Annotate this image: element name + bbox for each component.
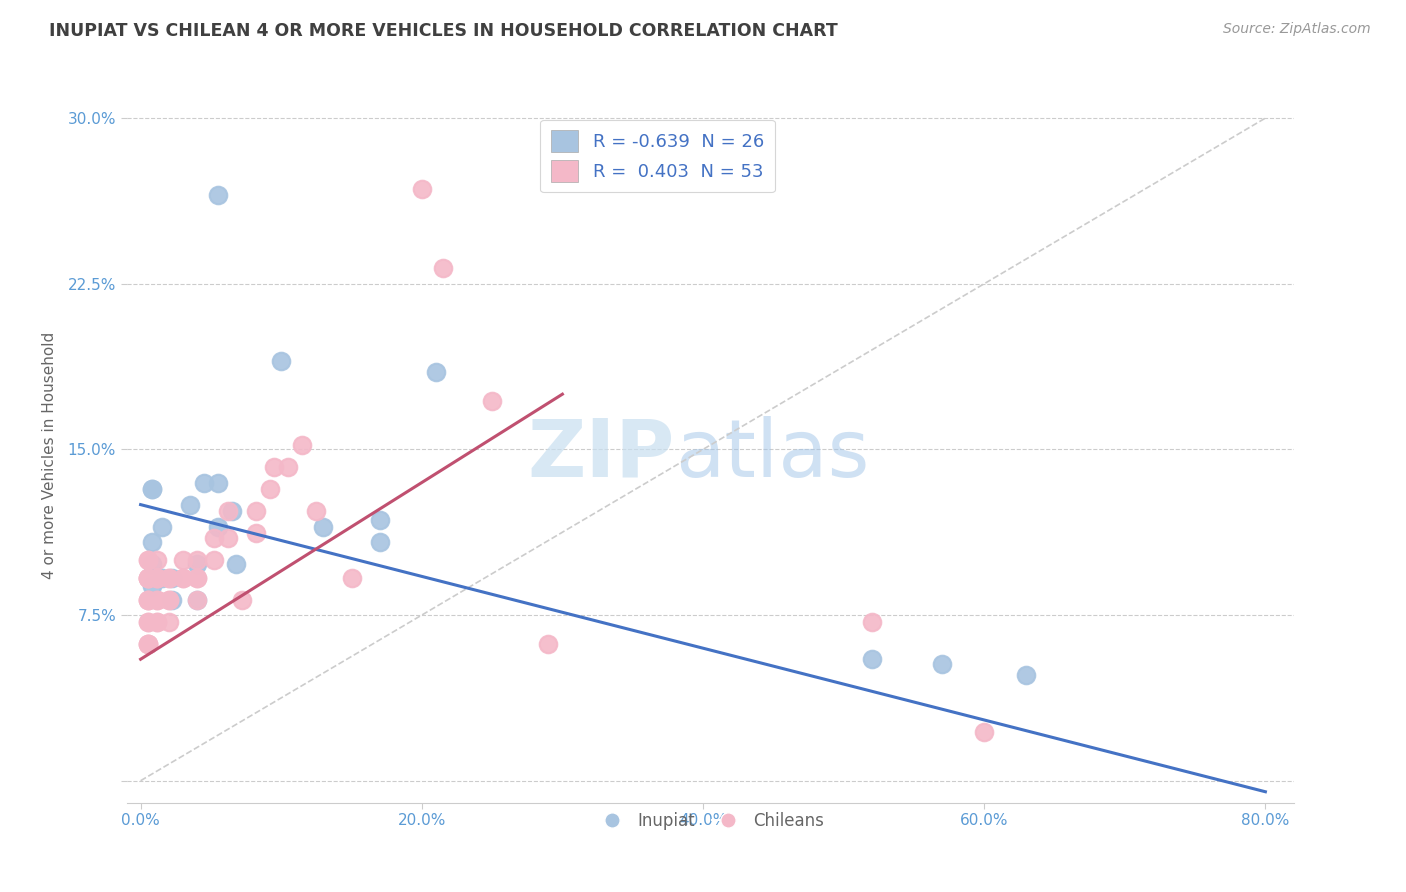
- Point: [202, 553, 225, 567]
- Point: [186, 592, 208, 607]
- Point: [150, 519, 173, 533]
- Point: [146, 615, 169, 629]
- Point: [136, 592, 159, 607]
- Point: [141, 482, 163, 496]
- Point: [263, 460, 285, 475]
- Point: [136, 592, 159, 607]
- Text: INUPIAT VS CHILEAN 4 OR MORE VEHICLES IN HOUSEHOLD CORRELATION CHART: INUPIAT VS CHILEAN 4 OR MORE VEHICLES IN…: [49, 22, 838, 40]
- Point: [305, 504, 328, 518]
- Point: [136, 637, 159, 651]
- Point: [172, 570, 194, 584]
- Point: [1015, 667, 1038, 681]
- Point: [136, 615, 159, 629]
- Point: [245, 526, 267, 541]
- Point: [860, 652, 883, 666]
- Point: [136, 570, 159, 584]
- Point: [270, 354, 292, 368]
- Point: [481, 393, 503, 408]
- Point: [157, 570, 180, 584]
- Point: [146, 615, 169, 629]
- Point: [277, 460, 299, 475]
- Point: [146, 570, 169, 584]
- Point: [146, 553, 169, 567]
- Point: [141, 579, 163, 593]
- Point: [312, 519, 335, 533]
- Point: [172, 570, 194, 584]
- Point: [860, 615, 883, 629]
- Point: [186, 553, 208, 567]
- Point: [202, 531, 225, 545]
- Point: [368, 513, 391, 527]
- Point: [136, 615, 159, 629]
- Point: [160, 592, 183, 607]
- Point: [146, 592, 169, 607]
- Point: [136, 570, 159, 584]
- Point: [259, 482, 281, 496]
- Point: [160, 570, 183, 584]
- Point: [136, 553, 159, 567]
- Point: [157, 592, 180, 607]
- Point: [973, 725, 995, 739]
- Point: [141, 535, 163, 549]
- Text: atlas: atlas: [675, 416, 869, 494]
- Point: [136, 553, 159, 567]
- Point: [217, 504, 239, 518]
- Point: [931, 657, 953, 671]
- Point: [136, 570, 159, 584]
- Point: [432, 261, 454, 276]
- Point: [340, 570, 363, 584]
- Point: [136, 637, 159, 651]
- Point: [172, 553, 194, 567]
- Point: [207, 475, 229, 490]
- Text: ZIP: ZIP: [527, 416, 675, 494]
- Point: [245, 504, 267, 518]
- Point: [186, 592, 208, 607]
- Legend: Inupiat, Chileans: Inupiat, Chileans: [589, 805, 831, 836]
- Point: [186, 570, 208, 584]
- Point: [179, 498, 201, 512]
- Point: [225, 558, 247, 572]
- Point: [136, 637, 159, 651]
- Point: [207, 188, 229, 202]
- Point: [221, 504, 243, 518]
- Point: [231, 592, 253, 607]
- Point: [136, 592, 159, 607]
- Point: [411, 182, 433, 196]
- Point: [150, 570, 173, 584]
- Point: [537, 637, 560, 651]
- Point: [368, 535, 391, 549]
- Text: Source: ZipAtlas.com: Source: ZipAtlas.com: [1223, 22, 1371, 37]
- Point: [157, 592, 180, 607]
- Point: [157, 615, 180, 629]
- Point: [217, 531, 239, 545]
- Point: [425, 365, 447, 379]
- Point: [186, 558, 208, 572]
- Point: [207, 519, 229, 533]
- Point: [146, 570, 169, 584]
- Point: [186, 570, 208, 584]
- Point: [141, 558, 163, 572]
- Point: [141, 482, 163, 496]
- Point: [193, 475, 215, 490]
- Point: [291, 438, 314, 452]
- Point: [157, 570, 180, 584]
- Y-axis label: 4 or more Vehicles in Household: 4 or more Vehicles in Household: [42, 331, 56, 579]
- Point: [146, 570, 169, 584]
- Point: [146, 592, 169, 607]
- Point: [136, 570, 159, 584]
